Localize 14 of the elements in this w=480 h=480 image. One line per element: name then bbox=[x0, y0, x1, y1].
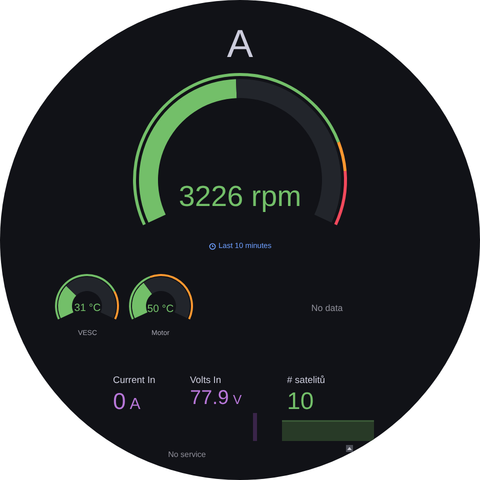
text: # satelitů bbox=[287, 374, 326, 386]
text: 10 bbox=[287, 388, 314, 414]
text: 0 bbox=[113, 388, 126, 414]
text: V bbox=[232, 392, 242, 406]
text: Volts In bbox=[190, 375, 222, 386]
text: A bbox=[130, 396, 140, 413]
text: 31 °C bbox=[74, 302, 101, 314]
text: 3226 rpm bbox=[178, 181, 302, 213]
text: No service bbox=[168, 450, 206, 459]
text: 77.9 bbox=[190, 386, 229, 408]
chart-title: A bbox=[226, 22, 253, 66]
text: No data bbox=[311, 302, 343, 312]
text: Current In bbox=[113, 375, 156, 386]
text: 50 °C bbox=[147, 302, 174, 315]
